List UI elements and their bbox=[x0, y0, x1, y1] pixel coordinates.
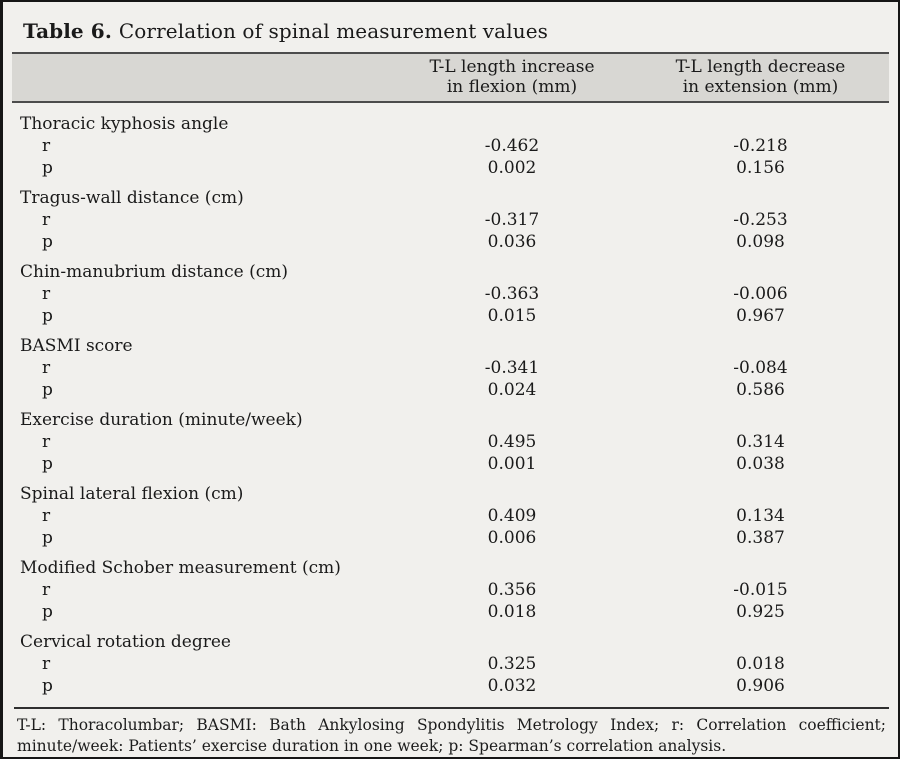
table-caption: Correlation of spinal measurement values bbox=[118, 19, 548, 43]
r-value-extension: -0.253 bbox=[733, 210, 788, 230]
measure-label: Tragus-wall distance (cm) bbox=[20, 188, 244, 208]
stat-label-r: r bbox=[42, 506, 51, 526]
measure-label: Spinal lateral flexion (cm) bbox=[20, 484, 244, 504]
r-value-extension: 0.134 bbox=[736, 506, 785, 526]
column-header-extension: T-L length decrease in extension (mm) bbox=[675, 57, 846, 97]
p-value-extension: 0.967 bbox=[736, 306, 785, 326]
r-value-flexion: 0.356 bbox=[487, 580, 537, 600]
table-row-group: Cervical rotation degree r 0.325 0.018 p… bbox=[12, 627, 889, 701]
table-number: Table 6. bbox=[23, 19, 112, 43]
measure-label: Exercise duration (minute/week) bbox=[20, 410, 303, 430]
p-value-extension: 0.387 bbox=[736, 528, 785, 548]
r-value-flexion: 0.495 bbox=[487, 432, 537, 452]
stat-label-p: p bbox=[42, 676, 53, 696]
table-header: T-L length increase in flexion (mm) T-L … bbox=[12, 52, 889, 103]
p-value-flexion: 0.018 bbox=[487, 602, 537, 622]
measure-label: Modified Schober measurement (cm) bbox=[20, 558, 341, 578]
stat-label-p: p bbox=[42, 306, 53, 326]
stat-label-p: p bbox=[42, 454, 53, 474]
p-value-extension: 0.038 bbox=[736, 454, 785, 474]
r-value-extension: -0.006 bbox=[733, 284, 788, 304]
stat-label-r: r bbox=[42, 580, 51, 600]
footnote-divider bbox=[14, 707, 889, 709]
r-value-flexion: -0.341 bbox=[484, 358, 540, 378]
table-row-group: Chin-manubrium distance (cm) r -0.363 -0… bbox=[12, 257, 889, 331]
table-footnote: T-L: Thoracolumbar; BASMI: Bath Ankylosi… bbox=[17, 716, 886, 755]
table-row-group: BASMI score r -0.341 -0.084 p 0.024 0.58… bbox=[12, 331, 889, 405]
measure-label: BASMI score bbox=[20, 336, 133, 356]
stat-label-r: r bbox=[42, 432, 51, 452]
table-row-group: Exercise duration (minute/week) r 0.495 … bbox=[12, 405, 889, 479]
measure-label: Cervical rotation degree bbox=[20, 632, 231, 652]
stat-label-p: p bbox=[42, 380, 53, 400]
measure-label: Chin-manubrium distance (cm) bbox=[20, 262, 289, 282]
p-value-flexion: 0.006 bbox=[487, 528, 537, 548]
stat-label-r: r bbox=[42, 654, 51, 674]
stat-label-r: r bbox=[42, 210, 51, 230]
table-row-group: Modified Schober measurement (cm) r 0.35… bbox=[12, 553, 889, 627]
measure-label: Thoracic kyphosis angle bbox=[20, 114, 229, 134]
p-value-extension: 0.156 bbox=[736, 158, 785, 178]
p-value-flexion: 0.015 bbox=[487, 306, 537, 326]
stat-label-r: r bbox=[42, 358, 51, 378]
p-value-flexion: 0.024 bbox=[487, 380, 537, 400]
stat-label-p: p bbox=[42, 158, 53, 178]
stat-label-p: p bbox=[42, 602, 53, 622]
p-value-flexion: 0.032 bbox=[487, 676, 537, 696]
p-value-extension: 0.586 bbox=[736, 380, 785, 400]
table-row-group: Tragus-wall distance (cm) r -0.317 -0.25… bbox=[12, 183, 889, 257]
r-value-flexion: -0.462 bbox=[484, 136, 540, 156]
r-value-flexion: 0.325 bbox=[487, 654, 537, 674]
table-row-group: Thoracic kyphosis angle r -0.462 -0.218 … bbox=[12, 109, 889, 183]
stat-label-r: r bbox=[42, 284, 51, 304]
stat-label-r: r bbox=[42, 136, 51, 156]
r-value-flexion: 0.409 bbox=[487, 506, 537, 526]
p-value-extension: 0.906 bbox=[736, 676, 785, 696]
p-value-extension: 0.098 bbox=[736, 232, 785, 252]
r-value-extension: 0.018 bbox=[736, 654, 785, 674]
table-row-group: Spinal lateral flexion (cm) r 0.409 0.13… bbox=[12, 479, 889, 553]
column-header-flexion: T-L length increase in flexion (mm) bbox=[429, 57, 595, 97]
r-value-extension: -0.015 bbox=[733, 580, 788, 600]
p-value-flexion: 0.001 bbox=[487, 454, 537, 474]
table-title: Table 6. Correlation of spinal measuremen… bbox=[3, 2, 898, 52]
p-value-flexion: 0.036 bbox=[487, 232, 537, 252]
r-value-extension: 0.314 bbox=[736, 432, 785, 452]
stat-label-p: p bbox=[42, 528, 53, 548]
p-value-extension: 0.925 bbox=[736, 602, 785, 622]
stat-label-p: p bbox=[42, 232, 53, 252]
r-value-extension: -0.218 bbox=[733, 136, 788, 156]
r-value-extension: -0.084 bbox=[733, 358, 788, 378]
table-body: Thoracic kyphosis angle r -0.462 -0.218 … bbox=[12, 103, 889, 701]
p-value-flexion: 0.002 bbox=[487, 158, 537, 178]
r-value-flexion: -0.363 bbox=[484, 284, 540, 304]
r-value-flexion: -0.317 bbox=[484, 210, 540, 230]
